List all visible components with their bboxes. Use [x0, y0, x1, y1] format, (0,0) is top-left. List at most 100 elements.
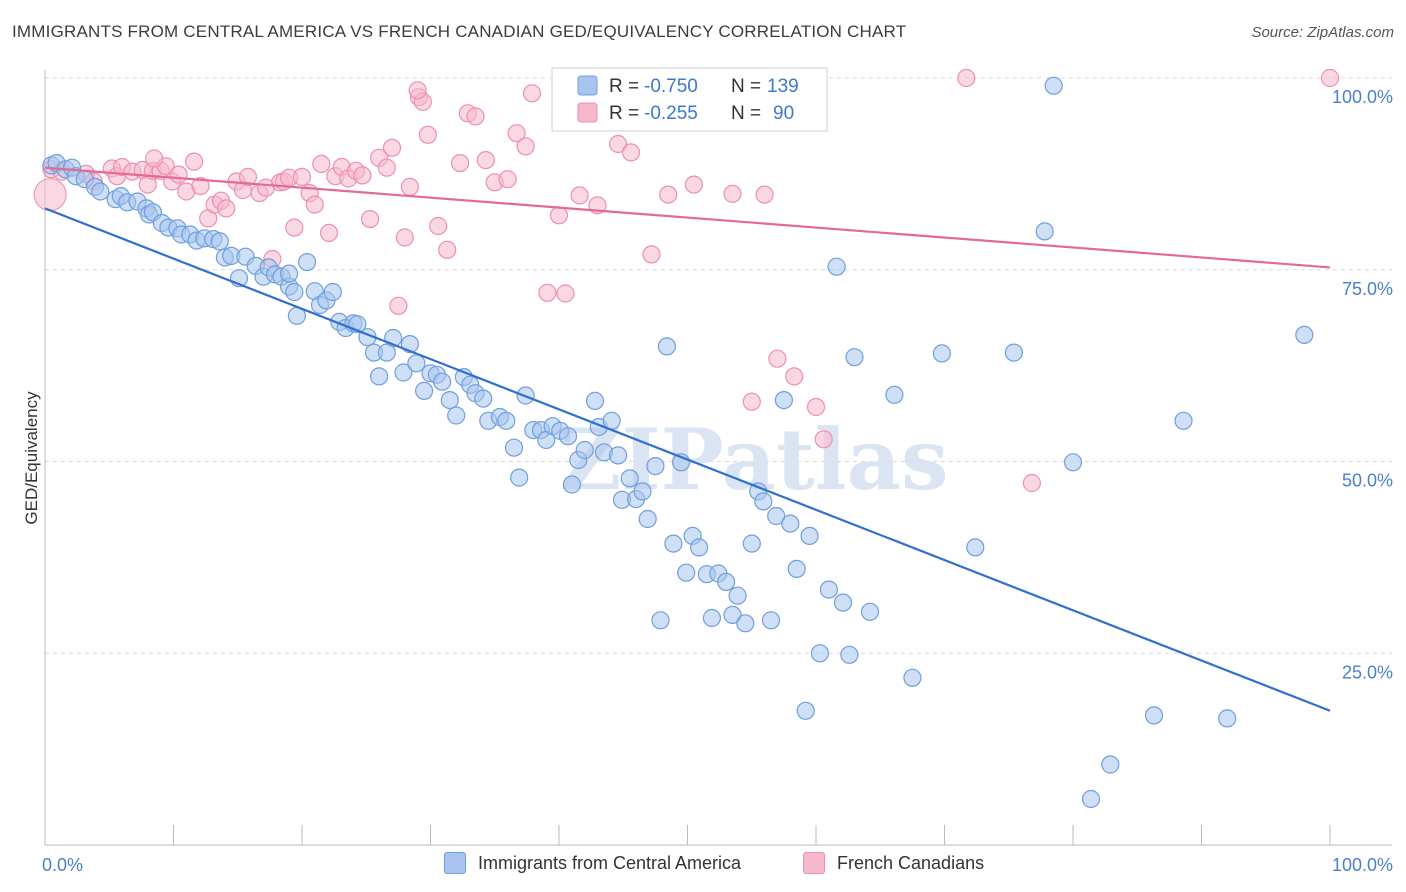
- pink-point: [516, 137, 535, 156]
- pink-point: [814, 430, 833, 449]
- pink-point: [169, 165, 188, 184]
- legend-pink-r-value: -0.255: [644, 103, 698, 124]
- source-label: Source: ZipAtlas.com: [1251, 24, 1394, 41]
- bottom-legend-blue-label: Immigrants from Central America: [478, 852, 742, 873]
- blue-trend-line: [44, 207, 1331, 712]
- pink-point: [319, 223, 339, 242]
- blue-point: [558, 427, 578, 446]
- blue-point: [646, 457, 665, 476]
- blue-point: [562, 475, 582, 494]
- blue-point: [767, 506, 786, 526]
- legend-pink-r-label: R =: [609, 103, 639, 124]
- legend-pink-n-label: N =: [731, 103, 761, 124]
- pink-point: [418, 125, 437, 144]
- pink-point: [191, 177, 210, 196]
- legend-pink-swatch: [577, 102, 598, 123]
- pink-point: [476, 151, 495, 170]
- blue-point: [787, 559, 806, 579]
- blue-point: [664, 534, 683, 553]
- bottom-legend-central-america: Immigrants from Central America: [444, 852, 741, 874]
- blue-point: [833, 593, 853, 612]
- blue-point: [323, 282, 342, 302]
- pink-point: [742, 392, 761, 411]
- blue-point: [810, 644, 830, 663]
- pink-point: [1022, 473, 1042, 493]
- pink-point: [217, 199, 236, 218]
- legend-blue-n-label: N =: [731, 76, 761, 97]
- blue-point: [932, 344, 952, 363]
- pink-point: [538, 283, 557, 302]
- blue-point: [860, 602, 880, 621]
- legend-blue-n-value: 139: [767, 76, 799, 97]
- y-axis-label: GED/Equivalency: [22, 391, 41, 525]
- pink-point: [408, 81, 427, 100]
- legend-pink-n-value: 90: [773, 103, 794, 124]
- blue-point: [433, 372, 452, 391]
- bottom-legend-pink-swatch: [803, 852, 825, 874]
- blue-point: [575, 440, 594, 460]
- pink-point: [608, 134, 628, 154]
- legend-blue-swatch: [577, 75, 598, 96]
- blue-point: [966, 538, 985, 557]
- pink-point: [642, 245, 661, 264]
- blue-point: [415, 381, 434, 400]
- pink-point: [451, 154, 470, 173]
- blue-point: [633, 482, 652, 501]
- pink-trend-line: [44, 166, 1331, 269]
- blue-point: [1144, 706, 1164, 725]
- pink-point: [305, 195, 324, 214]
- blue-point: [885, 385, 904, 404]
- pink-point: [185, 152, 204, 171]
- blue-point: [608, 446, 628, 465]
- pink-point: [507, 124, 526, 143]
- blue-point: [781, 514, 800, 533]
- bottom-legend-blue-swatch: [444, 852, 466, 874]
- pink-point: [768, 349, 787, 368]
- pink-point: [755, 185, 774, 204]
- blue-point: [638, 509, 657, 529]
- blue-point: [407, 354, 426, 373]
- blue-point: [736, 614, 755, 633]
- pink-point: [292, 167, 312, 186]
- blue-point: [1004, 343, 1024, 362]
- pink-point: [238, 167, 258, 186]
- pink-point: [806, 397, 826, 417]
- y-tick-label: 100.0%: [1332, 87, 1393, 107]
- trend-lines: [44, 166, 1331, 712]
- blue-point: [497, 411, 516, 430]
- blue-point: [1218, 709, 1237, 728]
- legend-blue-r-label: R =: [609, 76, 639, 97]
- pink-point: [785, 367, 804, 386]
- pink-point: [957, 68, 976, 88]
- blue-point: [440, 391, 459, 410]
- pink-point: [429, 216, 448, 236]
- pink-point: [145, 149, 164, 168]
- blue-point: [210, 232, 229, 251]
- pink-point: [395, 228, 414, 247]
- blue-point: [1081, 789, 1101, 809]
- blue-point: [728, 586, 747, 605]
- blue-point: [1044, 76, 1063, 95]
- blue-point: [1035, 222, 1054, 241]
- pink-point: [498, 170, 517, 189]
- blue-point: [510, 468, 529, 487]
- blue-point: [716, 572, 736, 592]
- bottom-legend-french-canadians: French Canadians: [803, 852, 984, 874]
- blue-point: [702, 608, 722, 628]
- blue-point: [370, 367, 389, 386]
- pink-point: [522, 84, 542, 103]
- blue-point: [819, 580, 839, 599]
- blue-point: [285, 282, 304, 302]
- blue-point: [903, 668, 922, 687]
- central-america-points: [42, 76, 1314, 809]
- blue-point: [796, 701, 815, 720]
- blue-point: [1295, 325, 1314, 344]
- pink-point: [361, 210, 380, 229]
- blue-point: [620, 469, 639, 488]
- blue-point: [840, 645, 859, 664]
- y-tick-label: 75.0%: [1342, 279, 1393, 299]
- blue-point: [689, 538, 709, 557]
- blue-point: [1101, 755, 1120, 774]
- x-axis-ticks: [44, 825, 1331, 845]
